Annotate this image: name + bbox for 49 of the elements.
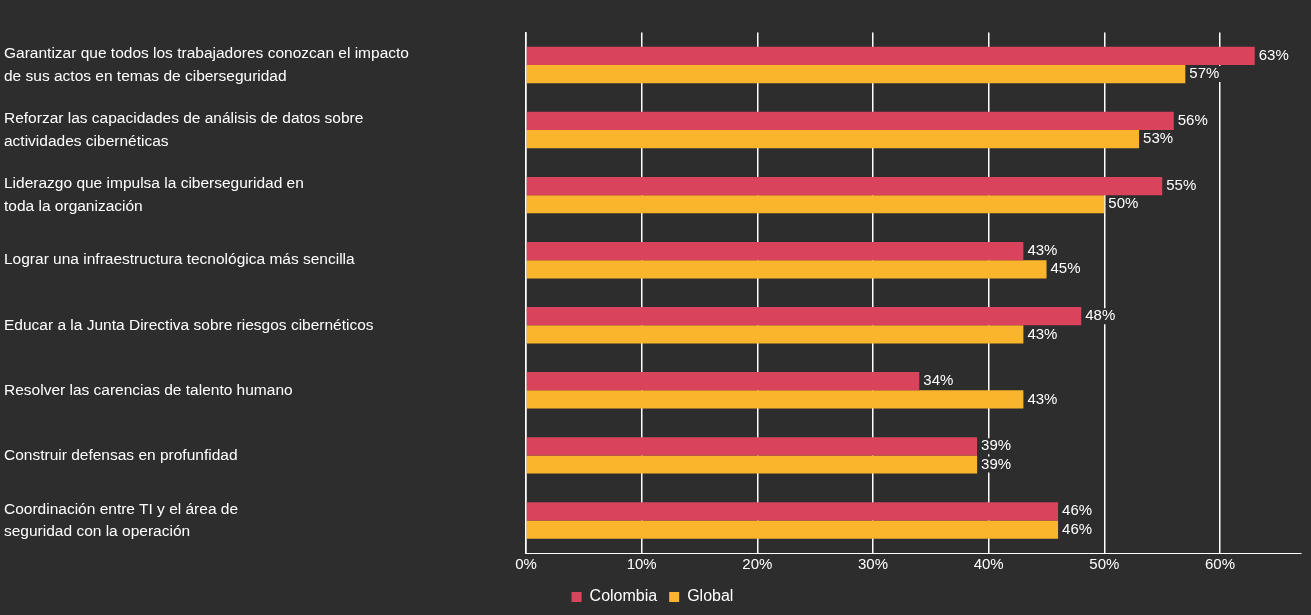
y-tick-label: Resolver las carencias de talento humano — [4, 380, 293, 398]
data-label: 43% — [1027, 241, 1058, 259]
bar — [526, 520, 1059, 539]
y-tick-label: Construir defensas en profunfidad — [4, 445, 238, 463]
data-label: 50% — [1108, 194, 1139, 212]
bar — [526, 455, 978, 474]
data-label: 46% — [1062, 501, 1093, 519]
y-tick-label: Coordinación entre TI y el área de seguridad con la operación — [4, 499, 239, 539]
y-tick-label: Lograr una infraestructura tecnológica más sencilla — [4, 250, 356, 268]
data-label: 53% — [1143, 129, 1174, 147]
y-tick-label: Garantizar que todos los trabajadores conozcan el impacto de sus actos en temas de ciberseguridad — [4, 44, 409, 84]
y-tick-label: Reforzar las capacidades de análisis de datos sobre actividades cibernéticas — [4, 109, 364, 149]
bar — [526, 195, 1105, 214]
bar — [526, 241, 1024, 261]
data-label: 63% — [1258, 46, 1289, 64]
data-label: 56% — [1177, 111, 1208, 129]
bar — [526, 307, 1082, 326]
data-label: 57% — [1189, 64, 1220, 82]
legend-label: Global — [687, 587, 734, 605]
bar — [526, 130, 1140, 149]
legend-label: Colombia — [589, 587, 658, 605]
data-label: 43% — [1027, 389, 1058, 407]
data-label: 43% — [1027, 324, 1058, 342]
data-label: 48% — [1085, 306, 1116, 324]
x-tick-label: 10% — [626, 555, 657, 573]
bar — [526, 111, 1174, 131]
x-tick-label: 50% — [1089, 555, 1120, 573]
bar — [526, 437, 978, 456]
bar — [526, 65, 1186, 84]
data-label: 55% — [1166, 176, 1197, 194]
bar — [526, 260, 1047, 279]
y-tick-label: Liderazgo que impulsa la ciberseguridad en toda la organización — [4, 174, 304, 214]
data-label: 39% — [981, 454, 1012, 472]
data-label: 34% — [923, 371, 954, 389]
y-tick-label: Educar a la Junta Directiva sobre riesgos cibernéticos — [4, 315, 374, 333]
bar — [526, 46, 1255, 66]
bar — [526, 176, 1163, 196]
x-tick-label: 0% — [515, 555, 537, 573]
bar — [526, 502, 1059, 521]
x-tick-label: 40% — [973, 555, 1004, 573]
data-label: 46% — [1062, 519, 1093, 537]
bar — [526, 390, 1024, 409]
bar — [526, 325, 1024, 344]
x-tick-label: 30% — [858, 555, 889, 573]
x-tick-label: 20% — [742, 555, 773, 573]
data-label: 39% — [981, 436, 1012, 454]
bar — [526, 372, 920, 391]
x-tick-label: 60% — [1205, 555, 1236, 573]
data-label: 45% — [1050, 259, 1081, 277]
